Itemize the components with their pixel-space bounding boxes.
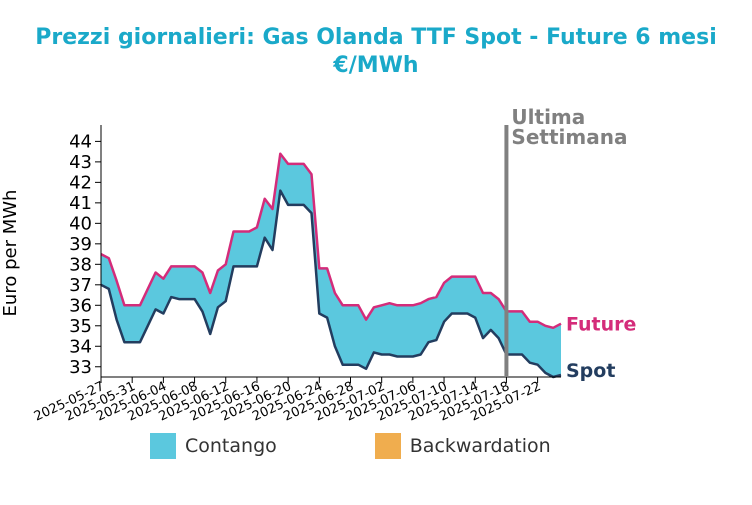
legend-label-backwardation: Backwardation <box>409 435 551 457</box>
contango-area <box>101 153 561 377</box>
y-tick-label: 37 <box>69 275 92 296</box>
y-tick-label: 44 <box>69 131 92 152</box>
last-week-marker-label: Ultima <box>511 105 585 129</box>
chart-title: Prezzi giornalieri: Gas Olanda TTF Spot … <box>0 24 752 80</box>
y-tick-label: 38 <box>69 254 92 275</box>
y-tick-label: 35 <box>69 316 92 337</box>
legend-swatch-backwardation <box>374 433 401 459</box>
legend-label-contango: Contango <box>185 435 277 457</box>
chart-title-line1: Prezzi giornalieri: Gas Olanda TTF Spot … <box>35 25 717 50</box>
legend-item-backwardation: Backwardation <box>374 433 551 459</box>
y-tick-label: 43 <box>69 152 92 173</box>
y-tick-label: 40 <box>69 213 92 234</box>
legend-item-contango: Contango <box>150 433 277 459</box>
y-tick-label: 41 <box>69 193 92 214</box>
legend-swatch-contango <box>150 433 176 459</box>
y-tick-label: 36 <box>69 295 92 316</box>
y-tick-label: 39 <box>69 234 92 255</box>
y-tick-label: 33 <box>69 357 92 378</box>
series-line-spot <box>100 189 562 379</box>
chart-title-line2: €/MWh <box>333 53 419 78</box>
y-tick-label: 42 <box>69 172 92 193</box>
y-tick-label: 34 <box>69 336 92 357</box>
series-label-spot: Spot <box>566 360 615 382</box>
chart-legend: Contango Backwardation <box>150 433 649 459</box>
series-label-future: Future <box>566 314 636 336</box>
last-week-marker-label-2: Settimana <box>511 125 627 149</box>
y-axis-label: Euro per MWh <box>0 190 21 317</box>
series-line-future <box>100 152 562 330</box>
